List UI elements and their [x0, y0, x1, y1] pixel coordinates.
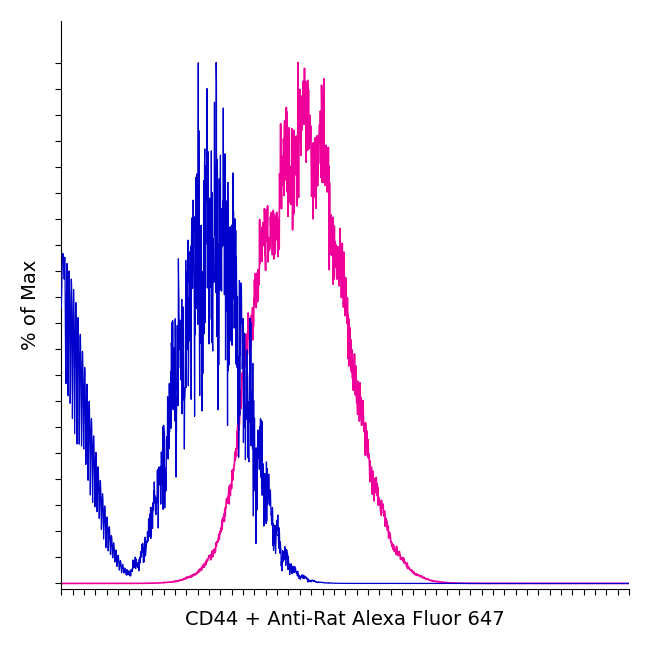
Y-axis label: % of Max: % of Max [21, 259, 40, 350]
X-axis label: CD44 + Anti-Rat Alexa Fluor 647: CD44 + Anti-Rat Alexa Fluor 647 [185, 610, 505, 629]
